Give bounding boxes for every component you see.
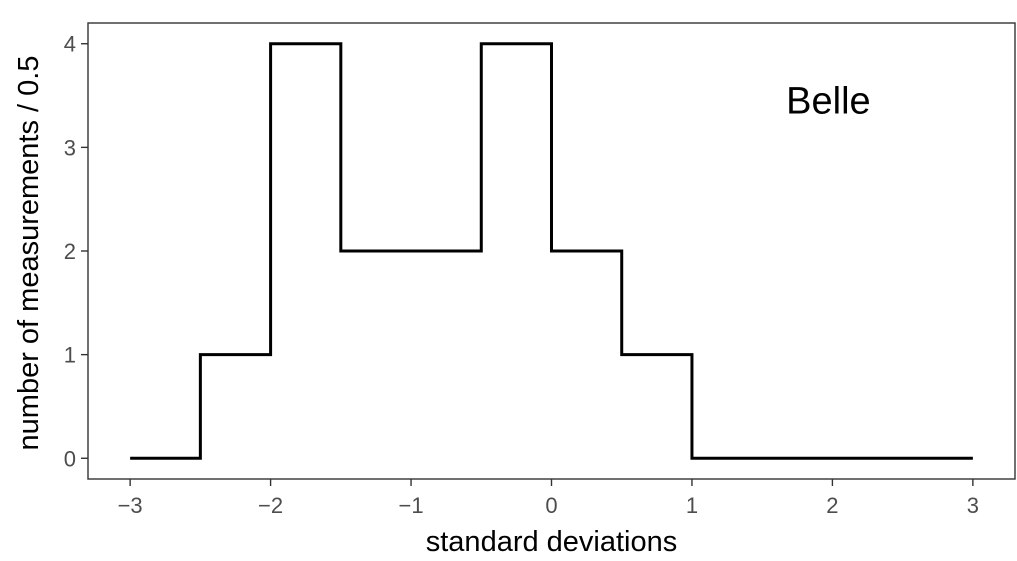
y-tick-label: 4 xyxy=(64,32,76,57)
histogram-step-line xyxy=(130,42,973,460)
x-axis-title: standard deviations xyxy=(426,526,678,558)
x-axis: −3 −2 −1 0 1 2 3 xyxy=(118,479,979,518)
annotation-belle: Belle xyxy=(786,81,871,123)
x-tick-label: 0 xyxy=(545,493,557,518)
x-tick-label: −3 xyxy=(118,493,143,518)
y-tick-label: 1 xyxy=(64,343,76,368)
x-tick-label: −1 xyxy=(398,493,423,518)
x-tick-label: 1 xyxy=(686,493,698,518)
y-axis: 0 1 2 3 4 xyxy=(64,32,88,471)
x-tick-label: 2 xyxy=(826,493,838,518)
x-tick-label: 3 xyxy=(967,493,979,518)
y-axis-title: number of measurements / 0.5 xyxy=(13,56,45,451)
y-tick-label: 3 xyxy=(64,135,76,160)
x-tick-label: −2 xyxy=(258,493,283,518)
y-tick-label: 2 xyxy=(64,239,76,264)
y-tick-label: 0 xyxy=(64,446,76,471)
